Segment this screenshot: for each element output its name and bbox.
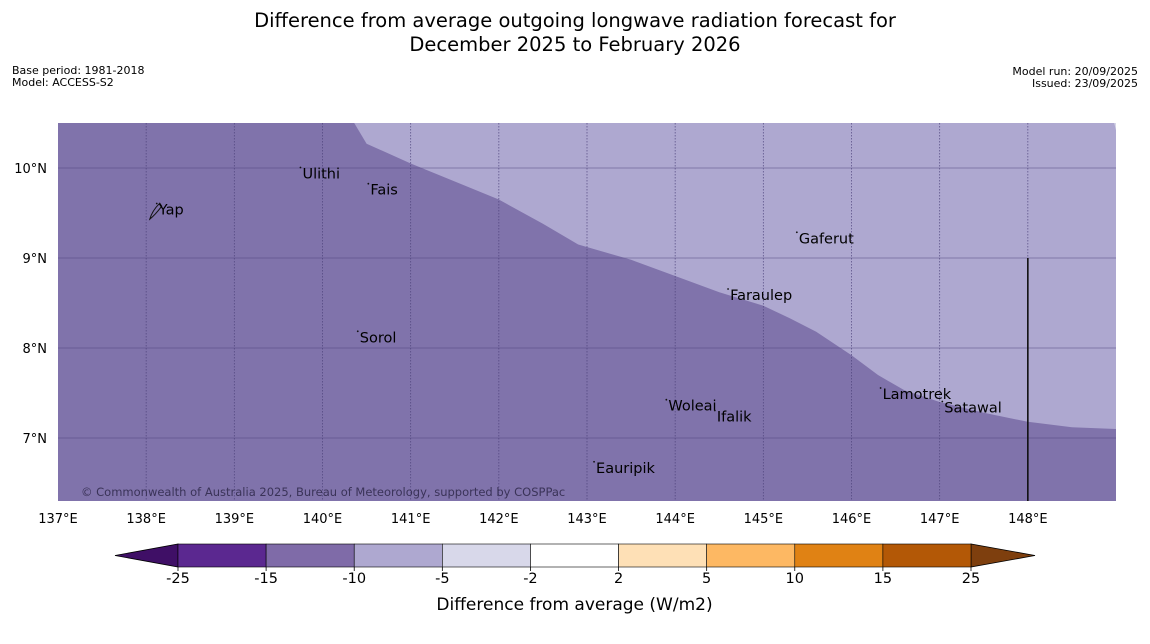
colorbar-bin: [706, 543, 796, 568]
place-label: Woleai: [668, 399, 716, 415]
yap-island-outline: [148, 202, 163, 221]
place-marker: [665, 398, 668, 401]
colorbar-label: Difference from average (W/m2): [436, 595, 712, 615]
lon-tick-label: 140°E: [303, 512, 343, 527]
lat-tick-label: 9°N: [23, 252, 48, 267]
lon-tick-label: 148°E: [1008, 512, 1048, 527]
colorbar-bin: [794, 543, 884, 568]
colorbar-bin: [177, 543, 267, 568]
place-marker: [155, 202, 158, 205]
place-marker: [367, 182, 370, 185]
lon-tick-label: 145°E: [744, 512, 784, 527]
lon-tick-label: 138°E: [126, 512, 166, 527]
place-marker: [941, 400, 944, 403]
base-period-text: Base period: 1981-2018: [12, 64, 145, 77]
place-label: Faraulep: [730, 288, 792, 304]
colorbar-bin: [618, 543, 707, 568]
place-label: Fais: [370, 183, 397, 199]
place-marker: [299, 166, 302, 169]
lon-tick-label: 139°E: [215, 512, 255, 527]
place-label: Gaferut: [799, 231, 854, 247]
place-marker: [356, 330, 359, 333]
anomaly-zone-high: [1114, 123, 1116, 131]
place-marker: [795, 231, 798, 234]
colorbar-tick-label: -25: [166, 571, 190, 587]
lat-tick-label: 10°N: [14, 162, 47, 177]
colorbar-bin: [265, 543, 355, 568]
metadata-left: Base period: 1981-2018 Model: ACCESS-S2: [12, 65, 144, 89]
colorbar-bin: [882, 543, 972, 568]
place-marker: [727, 288, 729, 290]
title-line-2: December 2025 to February 2026: [409, 33, 741, 56]
lon-tick-label: 141°E: [391, 512, 431, 527]
colorbar-tick-label: 5: [702, 571, 711, 587]
model-text: Model: ACCESS-S2: [12, 76, 114, 89]
map-area: 137°E 138°E 139°E 140°E 141°E 142°E 143°E 144°E…: [14, 123, 1116, 527]
model-run-text: Model run: 20/09/2025: [1012, 65, 1138, 78]
map-title: Difference from average outgoing longwav…: [0, 9, 1150, 57]
issued-text: Issued: 23/09/2025: [1031, 77, 1138, 90]
place-marker: [713, 409, 716, 412]
lon-tick-label: 143°E: [567, 512, 607, 527]
place-label: Eauripik: [596, 461, 655, 477]
lat-tick-label: 7°N: [23, 432, 48, 447]
colorbar-bin: [530, 543, 619, 568]
lon-tick-label: 144°E: [655, 512, 695, 527]
place-label: Sorol: [360, 330, 397, 346]
colorbar-tick-label: -10: [342, 571, 366, 587]
colorbar-tick-label: 2: [614, 571, 623, 587]
lon-tick-label: 142°E: [479, 512, 519, 527]
colorbar-extend-low: [114, 543, 179, 568]
place-label: Ifalik: [717, 410, 752, 426]
colorbar-tick-label: -15: [254, 571, 278, 587]
colorbar-tick-label: -2: [523, 571, 537, 587]
colorbar-tick-label: 10: [786, 571, 804, 587]
title-line-1: Difference from average outgoing longwav…: [254, 9, 896, 32]
lat-tick-label: 8°N: [23, 342, 48, 357]
colorbar-bin: [442, 543, 531, 568]
colorbar-bin: [353, 543, 443, 568]
place-label: Lamotrek: [883, 387, 952, 403]
colorbar-tick-label: 25: [962, 571, 980, 587]
place-label: Ulithi: [302, 167, 340, 183]
colorbar-tick-label: 15: [874, 571, 892, 587]
lon-tick-label: 147°E: [920, 512, 960, 527]
colorbar-extend-high: [970, 543, 1036, 568]
anomaly-zone-mid: [354, 123, 1116, 429]
lon-tick-label: 146°E: [832, 512, 872, 527]
place-marker: [593, 460, 595, 463]
place-label: Satawal: [944, 401, 1001, 417]
place-label: Yap: [158, 203, 184, 219]
metadata-right: Model run: 20/09/2025 Issued: 23/09/2025: [1012, 66, 1138, 90]
copyright-text: © Commonwealth of Australia 2025, Bureau…: [81, 485, 565, 499]
colorbar-tick-label: -5: [435, 571, 449, 587]
place-marker: [879, 387, 882, 389]
lon-tick-label: 137°E: [38, 512, 78, 527]
